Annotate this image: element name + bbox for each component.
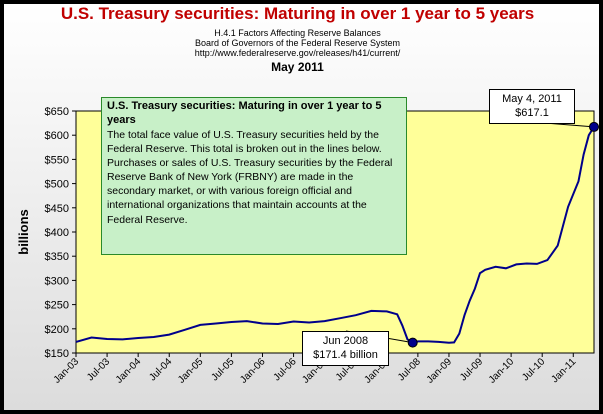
note-title: U.S. Treasury securities: Maturing in ov… bbox=[107, 100, 382, 126]
x-tick-label: Jul-03 bbox=[85, 356, 112, 383]
x-tick-label: Jul-06 bbox=[272, 356, 299, 383]
highlight-marker bbox=[407, 337, 418, 348]
y-tick-label: $400 bbox=[45, 227, 69, 239]
y-tick-label: $650 bbox=[45, 106, 69, 118]
chart-title: U.S. Treasury securities: Maturing in ov… bbox=[60, 4, 535, 23]
y-tick-label: $200 bbox=[45, 324, 69, 336]
x-tick-label: Jan-04 bbox=[114, 356, 144, 386]
y-tick-label: $500 bbox=[45, 179, 69, 191]
callout-latest-value: $617.1 bbox=[515, 107, 549, 120]
x-tick-label: Jan-05 bbox=[176, 356, 206, 386]
x-tick-label: Jul-05 bbox=[209, 356, 236, 383]
y-tick-label: $450 bbox=[45, 203, 69, 215]
y-tick-label: $550 bbox=[45, 154, 69, 166]
x-tick-label: Jul-09 bbox=[458, 356, 485, 383]
x-tick-label: Jan-09 bbox=[425, 356, 455, 386]
x-tick-label: Jan-06 bbox=[238, 356, 268, 386]
x-tick-label: Jul-04 bbox=[147, 356, 174, 383]
y-tick-label: $300 bbox=[45, 275, 69, 287]
note-body: The total face value of U.S. Treasury se… bbox=[107, 128, 393, 226]
subtitle-line-2: Board of Governors of the Federal Reserv… bbox=[194, 38, 401, 48]
y-axis-label: billions bbox=[16, 209, 31, 255]
y-tick-label: $600 bbox=[45, 130, 69, 142]
y-tick-label: $350 bbox=[45, 251, 69, 263]
x-tick-label: Jan-03 bbox=[52, 356, 82, 386]
report-date: May 2011 bbox=[271, 60, 324, 74]
x-tick-label: Jan-10 bbox=[487, 356, 517, 386]
description-note: U.S. Treasury securities: Maturing in ov… bbox=[101, 97, 407, 255]
callout-low-value: $171.4 billion bbox=[313, 349, 378, 362]
x-tick-label: Jan-11 bbox=[550, 356, 579, 385]
highlight-marker bbox=[589, 121, 599, 132]
callout-latest: May 4, 2011 $617.1 bbox=[489, 89, 575, 124]
source-url[interactable]: http://www.federalreserve.gov/releases/h… bbox=[194, 48, 401, 58]
callout-latest-date: May 4, 2011 bbox=[502, 93, 562, 105]
y-tick-label: $150 bbox=[45, 348, 69, 360]
callout-low-date: Jun 2008 bbox=[322, 335, 369, 347]
x-tick-label: Jul-08 bbox=[396, 356, 423, 383]
callout-low: Jun 2008 $171.4 billion bbox=[302, 331, 389, 366]
subtitle-line-1: H.4.1 Factors Affecting Reserve Balances bbox=[214, 28, 381, 38]
x-tick-label: Jul-10 bbox=[520, 356, 547, 383]
y-tick-label: $250 bbox=[45, 300, 69, 312]
